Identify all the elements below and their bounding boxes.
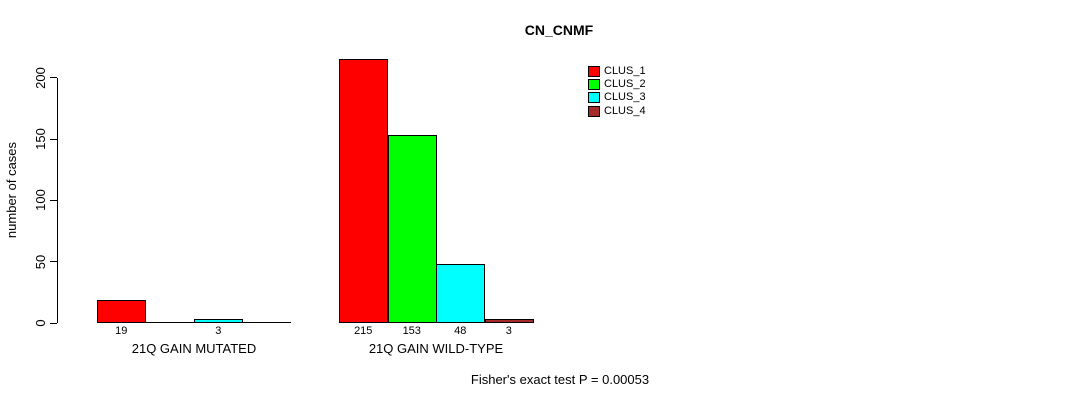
legend-label: CLUS_1 <box>604 65 646 77</box>
fisher-test-annotation: Fisher's exact test P = 0.00053 <box>470 372 650 387</box>
bar-value-label: 3 <box>505 325 512 337</box>
y-tick-mark <box>50 77 57 79</box>
y-axis-line <box>57 77 58 323</box>
y-tick-mark <box>50 199 57 201</box>
bar-clus_3-1 <box>194 319 243 323</box>
y-tick-mark <box>50 138 57 140</box>
x-category-label: 21Q GAIN WILD-TYPE <box>368 341 504 356</box>
bar-clus_1-2 <box>339 59 388 323</box>
y-tick-label: 100 <box>33 189 48 212</box>
legend-swatch <box>588 92 600 104</box>
y-tick-label: 50 <box>33 254 48 269</box>
y-tick-label: 0 <box>33 319 48 327</box>
bar-value-label: 19 <box>115 325 128 337</box>
bar-value-label: 153 <box>402 325 421 337</box>
y-tick-label: 200 <box>33 66 48 89</box>
legend-label: CLUS_2 <box>604 78 646 91</box>
bar-clus_3-2 <box>436 264 485 323</box>
bar-clus_2-2 <box>387 135 437 323</box>
bar-clus_1-1 <box>97 299 146 323</box>
x-category-label: 21Q GAIN MUTATED <box>131 341 257 356</box>
y-tick-mark <box>50 261 57 263</box>
legend-label: CLUS_4 <box>604 104 646 117</box>
legend-swatch <box>588 105 600 117</box>
bar-value-label: 215 <box>354 325 373 337</box>
y-tick-mark <box>50 322 57 324</box>
y-tick-label: 150 <box>33 128 48 150</box>
chart-title: CN_CNMF <box>524 22 594 38</box>
bar-clus_4-2 <box>484 319 534 323</box>
y-axis-title: number of cases <box>4 141 19 239</box>
bar-value-label: 48 <box>454 325 467 337</box>
legend-swatch <box>588 79 600 91</box>
legend-label: CLUS_3 <box>604 91 646 104</box>
bar-value-label: 3 <box>215 325 222 337</box>
legend-swatch <box>588 66 600 77</box>
